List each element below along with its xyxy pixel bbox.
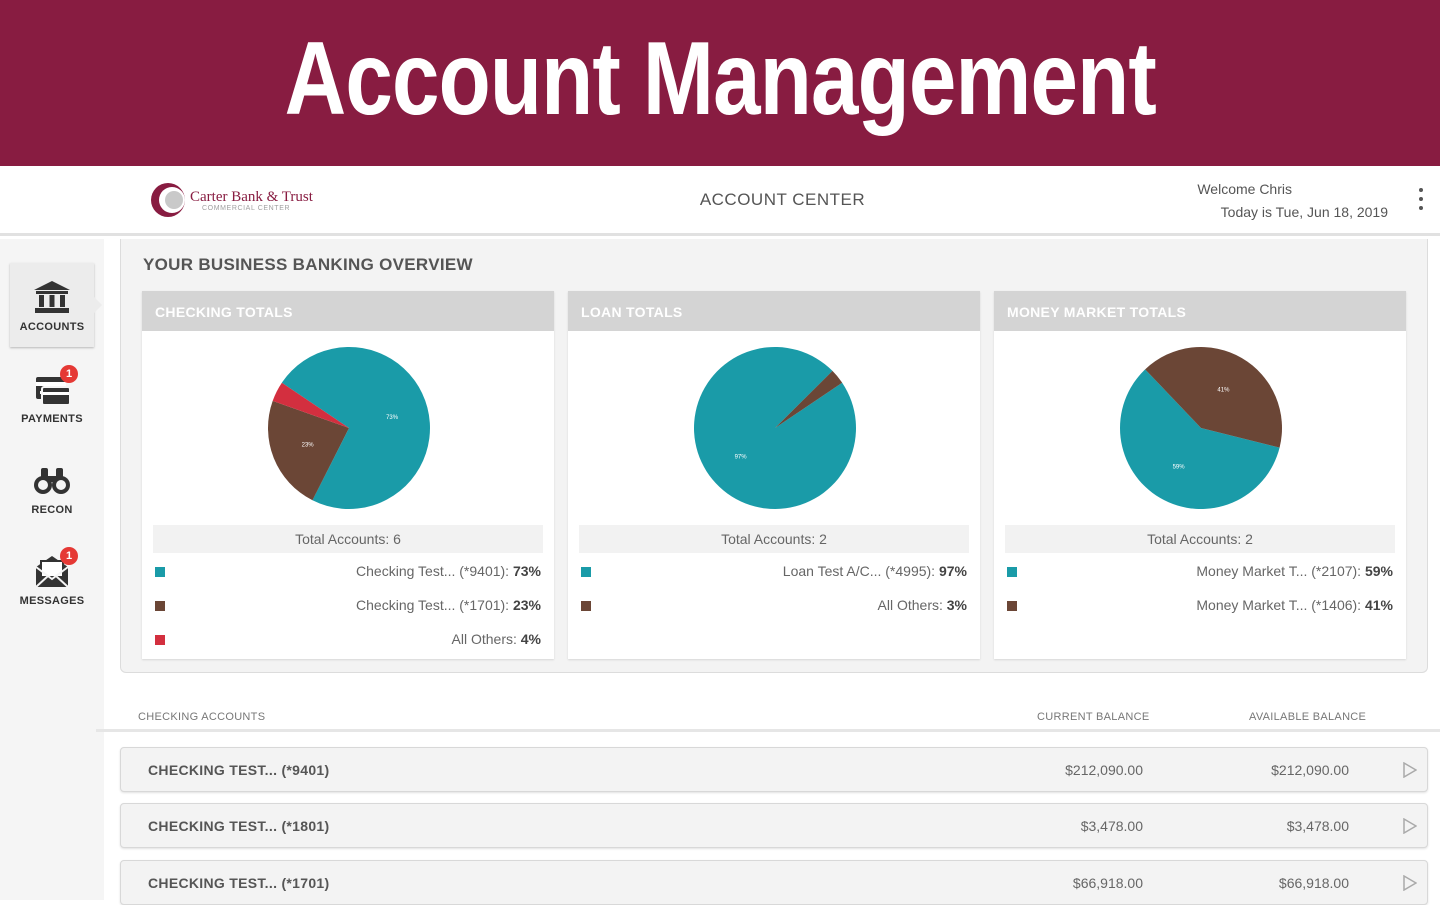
legend-pct: 3% <box>946 597 967 613</box>
sidebar-item-recon[interactable]: RECON <box>10 446 94 530</box>
pie-slice-label: 41% <box>1217 387 1230 393</box>
pie-slice[interactable] <box>1145 347 1282 448</box>
payments-icon: 1 <box>30 365 78 409</box>
available-balance: $66,918.00 <box>1278 875 1349 891</box>
legend-item: Money Market T... (*1406): 41% <box>1007 597 1393 617</box>
available-balance: $212,090.00 <box>1271 762 1349 778</box>
bank-icon <box>30 277 74 317</box>
legend-pct: 4% <box>520 631 541 647</box>
banner: Account Management <box>0 0 1440 166</box>
legend-pct: 59% <box>1364 563 1393 579</box>
logo-subtitle: COMMERCIAL CENTER <box>202 204 291 212</box>
pie-slice[interactable] <box>694 346 856 509</box>
current-balance: $3,478.00 <box>1080 818 1143 834</box>
pie-slice-label: 59% <box>1173 465 1186 471</box>
legend-name: Checking Test... (*1701): <box>356 597 510 613</box>
current-balance: $212,090.00 <box>1065 762 1143 778</box>
sidebar-item-label: MESSAGES <box>19 595 85 607</box>
legend-pct: 97% <box>938 563 967 579</box>
loan-pie-chart: 97% <box>694 346 856 509</box>
sidebar-item-label: RECON <box>31 504 73 516</box>
chevron-right-icon[interactable] <box>1403 818 1417 834</box>
table-row[interactable]: CHECKING TEST... (*9401) $212,090.00 $21… <box>120 747 1428 792</box>
card-title: LOAN TOTALS <box>568 291 980 331</box>
table-row[interactable]: CHECKING TEST... (*1701) $66,918.00 $66,… <box>120 860 1428 905</box>
legend-swatch <box>581 601 591 611</box>
sidebar: ACCOUNTS 1 PAYMENTS <box>0 239 104 900</box>
column-header-accounts: CHECKING ACCOUNTS <box>138 711 266 723</box>
legend-swatch <box>1007 601 1017 611</box>
logo-mark-icon <box>150 182 186 218</box>
legend-name: All Others: <box>451 631 517 647</box>
legend-item: All Others: 3% <box>581 597 967 617</box>
checking-pie-chart: 73% 23% <box>268 347 430 509</box>
column-header-available-balance: AVAILABLE BALANCE <box>1249 711 1367 723</box>
total-accounts: Total Accounts: 2 <box>579 525 969 553</box>
sidebar-item-messages[interactable]: 1 MESSAGES <box>10 537 94 621</box>
legend-item: Loan Test A/C... (*4995): 97% <box>581 563 967 583</box>
table-row[interactable]: CHECKING TEST... (*1801) $3,478.00 $3,47… <box>120 803 1428 848</box>
pie-slice-label: 73% <box>386 415 399 421</box>
legend-item: All Others: 4% <box>155 631 541 651</box>
pie-slice-label: 23% <box>302 443 315 449</box>
more-menu-icon[interactable] <box>1416 188 1426 210</box>
logo-name: Carter Bank & Trust <box>190 188 313 205</box>
legend-swatch <box>581 567 591 577</box>
accounts-table-header: CHECKING ACCOUNTS CURRENT BALANCE AVAILA… <box>96 702 1440 732</box>
chevron-right-icon[interactable] <box>1403 875 1417 891</box>
column-header-current-balance: CURRENT BALANCE <box>1037 711 1150 723</box>
legend-swatch <box>155 635 165 645</box>
legend-swatch <box>1007 567 1017 577</box>
banking-overview-panel: YOUR BUSINESS BANKING OVERVIEW CHECKING … <box>120 239 1428 673</box>
current-balance: $66,918.00 <box>1072 875 1143 891</box>
pie-slice[interactable] <box>1120 369 1280 509</box>
legend-item: Money Market T... (*2107): 59% <box>1007 563 1393 583</box>
card-title: CHECKING TOTALS <box>142 291 554 331</box>
total-accounts: Total Accounts: 6 <box>153 525 543 553</box>
chevron-right-icon[interactable] <box>1403 762 1417 778</box>
legend-item: Checking Test... (*1701): 23% <box>155 597 541 617</box>
legend-swatch <box>155 567 165 577</box>
sidebar-item-label: PAYMENTS <box>21 413 83 425</box>
total-accounts: Total Accounts: 2 <box>1005 525 1395 553</box>
legend-swatch <box>155 601 165 611</box>
banner-title: Account Management <box>284 20 1156 137</box>
pie-slice[interactable] <box>272 382 349 428</box>
app-header: Carter Bank & Trust COMMERCIAL CENTER AC… <box>0 166 1440 236</box>
legend-name: Money Market T... (*2107): <box>1196 563 1362 579</box>
pie-slice[interactable] <box>775 370 843 428</box>
binoculars-icon <box>30 460 74 500</box>
legend-name: All Others: <box>877 597 943 613</box>
legend-name: Loan Test A/C... (*4995): <box>782 563 936 579</box>
date-text: Today is Tue, Jun 18, 2019 <box>1220 204 1388 220</box>
account-name: CHECKING TEST... (*1801) <box>148 818 330 834</box>
checking-totals-card[interactable]: CHECKING TOTALS 73% 23% Total Accounts: 6… <box>142 291 554 659</box>
account-name: CHECKING TEST... (*1701) <box>148 875 330 891</box>
welcome-block: Welcome Chris Today is Tue, Jun 18, 2019 <box>1197 178 1388 224</box>
legend-name: Money Market T... (*1406): <box>1196 597 1362 613</box>
loan-totals-card[interactable]: LOAN TOTALS 97% Total Accounts: 2 Loan T… <box>568 291 980 659</box>
card-title: MONEY MARKET TOTALS <box>994 291 1406 331</box>
available-balance: $3,478.00 <box>1286 818 1349 834</box>
legend-pct: 73% <box>512 563 541 579</box>
legend-pct: 23% <box>512 597 541 613</box>
money-market-totals-card[interactable]: MONEY MARKET TOTALS 59% 41% Total Account… <box>994 291 1406 659</box>
sidebar-item-label: ACCOUNTS <box>19 321 85 333</box>
messages-badge: 1 <box>60 547 78 565</box>
legend-pct: 41% <box>1364 597 1393 613</box>
pie-slice[interactable] <box>268 400 349 501</box>
pie-slice[interactable] <box>281 347 430 509</box>
payments-badge: 1 <box>60 365 78 383</box>
overview-title: YOUR BUSINESS BANKING OVERVIEW <box>143 255 473 274</box>
account-name: CHECKING TEST... (*9401) <box>148 762 330 778</box>
envelope-icon: 1 <box>30 547 78 591</box>
bank-logo[interactable]: Carter Bank & Trust COMMERCIAL CENTER <box>150 180 340 220</box>
legend-item: Checking Test... (*9401): 73% <box>155 563 541 583</box>
pie-slice-label: 97% <box>735 454 748 460</box>
legend-name: Checking Test... (*9401): <box>356 563 510 579</box>
sidebar-item-accounts[interactable]: ACCOUNTS <box>10 263 102 347</box>
money-market-pie-chart: 59% 41% <box>1120 347 1282 509</box>
sidebar-item-payments[interactable]: 1 PAYMENTS <box>10 355 94 439</box>
welcome-text: Welcome Chris <box>1197 181 1292 197</box>
